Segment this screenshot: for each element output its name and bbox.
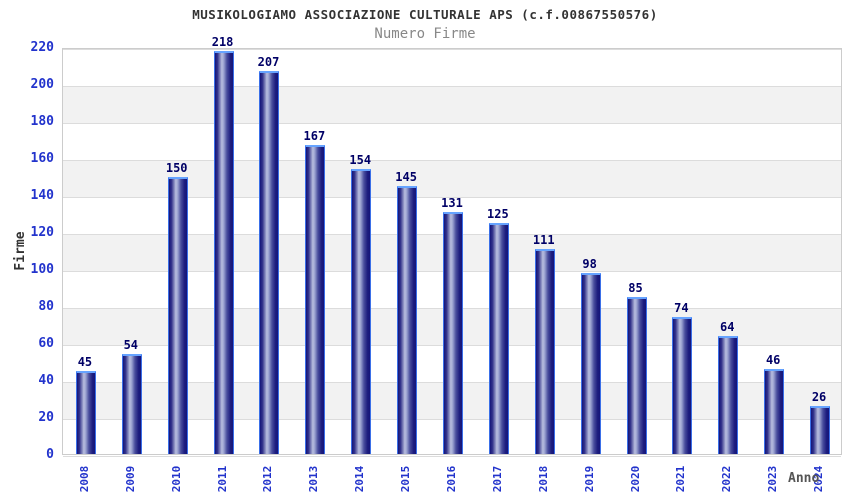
y-tick-label: 20 — [38, 410, 54, 425]
y-tick-label: 140 — [30, 188, 54, 203]
x-tick-label-2013: 2013 — [307, 465, 321, 493]
y-tick-label: 160 — [30, 151, 54, 166]
gridline — [63, 86, 841, 87]
bar-2023 — [764, 368, 785, 454]
y-tick-label: 60 — [38, 336, 54, 351]
bar-2015 — [397, 185, 418, 454]
x-tick-label-2012: 2012 — [261, 465, 275, 493]
background-band — [63, 160, 841, 197]
background-band — [63, 86, 841, 123]
x-tick-label-2011: 2011 — [215, 465, 229, 493]
y-axis-title: Firme — [13, 231, 28, 271]
gridline — [63, 197, 841, 198]
bar-2008 — [75, 370, 96, 454]
y-tick-label: 40 — [38, 373, 54, 388]
x-tick-label-2008: 2008 — [77, 465, 91, 493]
x-tick-label-2010: 2010 — [169, 465, 183, 493]
gridline — [63, 160, 841, 161]
bar-2024 — [810, 405, 831, 454]
bar-2021 — [672, 317, 693, 454]
x-tick-label-2022: 2022 — [720, 465, 734, 493]
x-tick-label-2017: 2017 — [490, 465, 504, 493]
x-tick-label-2009: 2009 — [123, 465, 137, 493]
x-tick-label-2014: 2014 — [353, 465, 367, 493]
x-tick-label-2016: 2016 — [445, 465, 458, 493]
y-tick-label: 0 — [46, 447, 54, 462]
plot-area — [62, 48, 842, 457]
x-tick-label-2015: 2015 — [399, 465, 413, 493]
gridline — [63, 49, 841, 50]
x-tick-label-2020: 2020 — [628, 465, 642, 493]
bar-2010 — [167, 176, 188, 454]
y-tick-label: 220 — [30, 40, 54, 55]
bar-2022 — [718, 335, 739, 454]
bar-2014 — [351, 169, 372, 454]
bar-2018 — [534, 248, 555, 454]
bar-2016 — [443, 211, 463, 454]
bar-2019 — [580, 272, 601, 454]
chart-title: MUSIKOLOGIAMO ASSOCIAZIONE CULTURALE APS… — [192, 7, 658, 22]
bar-2009 — [121, 354, 142, 454]
gridline — [63, 456, 841, 457]
bar-2013 — [305, 145, 326, 454]
bar-2020 — [626, 296, 647, 454]
x-tick-label-2018: 2018 — [536, 465, 550, 493]
y-tick-label: 80 — [38, 299, 54, 314]
bar-2012 — [259, 71, 280, 454]
x-axis-title: Anno — [788, 471, 820, 486]
x-tick-label-2021: 2021 — [674, 465, 688, 493]
y-tick-label: 180 — [30, 114, 54, 129]
bar-2017 — [488, 222, 509, 454]
gridline — [63, 123, 841, 124]
chart-subtitle: Numero Firme — [374, 26, 476, 42]
x-tick-label-2023: 2023 — [766, 465, 780, 493]
x-tick-label-2019: 2019 — [582, 465, 596, 493]
y-tick-label: 200 — [30, 77, 54, 92]
bar-2011 — [213, 50, 234, 454]
